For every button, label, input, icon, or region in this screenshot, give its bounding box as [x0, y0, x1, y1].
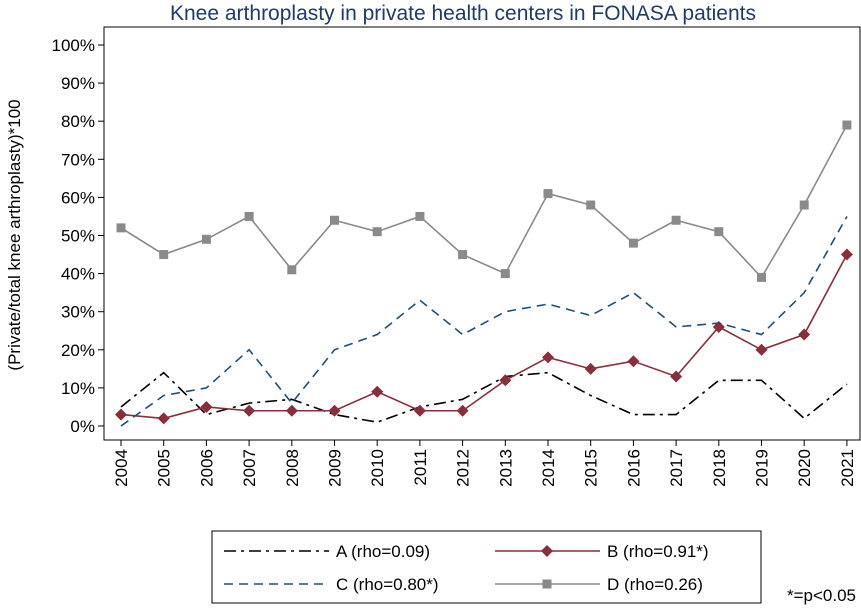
series-line-2 — [120, 254, 848, 420]
series-2-point — [371, 385, 384, 398]
legend: A (rho=0.09) B (rho=0.91*) C (rho=0.80*) D … — [211, 530, 762, 604]
legend-box — [211, 530, 762, 604]
y-axis-label: (Private/total knee arthroplasty)*100 — [5, 99, 24, 370]
x-tick-label: 2014 — [539, 449, 558, 487]
x-tick-label: 2010 — [368, 449, 387, 487]
series-4-point — [628, 238, 638, 248]
y-tick-label: 0% — [70, 417, 95, 436]
series-2-point — [456, 404, 469, 417]
series-2-point — [542, 351, 554, 364]
series-4-point — [757, 272, 766, 282]
series-4-point — [330, 215, 339, 225]
legend-label-4: D (rho=0.26) — [607, 575, 703, 594]
x-tick-label: 2005 — [155, 449, 174, 487]
y-tick-label: 30% — [61, 303, 95, 322]
series-4-point — [415, 211, 425, 221]
y-tick-label: 100% — [52, 36, 95, 55]
x-tick-label: 2018 — [710, 449, 729, 487]
plot-frame — [103, 26, 861, 441]
series-4-point — [671, 215, 681, 225]
series-2-point — [413, 404, 426, 417]
x-tick-label: 2008 — [283, 449, 302, 487]
y-tick-label: 80% — [61, 112, 95, 131]
y-tick-label: 10% — [61, 379, 95, 398]
y-tick-label: 90% — [61, 74, 95, 93]
series-4-point — [543, 189, 553, 199]
series-2-point — [243, 404, 256, 417]
series-2-point — [627, 355, 640, 368]
series-4-point — [116, 223, 126, 233]
chart-title: Knee arthroplasty in private health cent… — [170, 2, 756, 25]
legend-label-2: B (rho=0.91*) — [607, 542, 709, 561]
series-4-point — [287, 265, 297, 275]
x-tick-label: 2015 — [582, 449, 601, 487]
x-tick-label: 2004 — [112, 449, 131, 487]
y-tick-label: 20% — [61, 341, 95, 360]
series-2-point — [840, 248, 853, 261]
series-line-1 — [120, 371, 848, 424]
y-tick-label: 40% — [61, 265, 95, 284]
series-4-point — [201, 234, 211, 244]
x-tick-label: 2021 — [838, 449, 857, 487]
series-2-point — [798, 328, 811, 341]
legend-marker-2 — [541, 545, 553, 557]
x-tick-label: 2013 — [496, 449, 515, 487]
x-tick-label: 2017 — [667, 449, 686, 487]
series-group — [115, 120, 853, 427]
series-4-point — [586, 200, 596, 210]
y-tick-label: 60% — [61, 188, 95, 207]
x-tick-label: 2009 — [326, 449, 345, 487]
legend-label-3: C (rho=0.80*) — [336, 575, 439, 594]
series-line-3 — [120, 216, 848, 427]
x-tick-label: 2016 — [624, 449, 643, 487]
y-tick-label: 50% — [61, 227, 95, 246]
series-4-point — [159, 250, 169, 260]
series-2-point — [670, 370, 683, 383]
series-2-point — [328, 404, 341, 417]
x-tick-label: 2006 — [197, 449, 216, 487]
series-4-point — [799, 200, 809, 210]
series-4-point — [372, 227, 382, 237]
x-tick-label: 2020 — [795, 449, 814, 487]
series-2-point — [499, 374, 512, 387]
series-4-point — [458, 250, 468, 260]
axes: 0% 10% 20% 30% 40% 50% 60% 70% 80% 90% 100% 2004 200… — [52, 26, 861, 487]
series-2-point — [200, 400, 213, 413]
series-2-point — [755, 343, 768, 356]
series-2-point — [157, 412, 170, 425]
series-4-point — [714, 227, 724, 237]
legend-marker-4 — [542, 579, 552, 589]
series-line-4 — [120, 124, 848, 279]
significance-note: *=p<0.05 — [787, 586, 856, 605]
x-tick-label: 2019 — [753, 449, 772, 487]
series-4-point — [500, 269, 510, 279]
legend-label-1: A (rho=0.09) — [336, 542, 430, 561]
series-2-point — [115, 408, 127, 421]
x-tick-label: 2011 — [411, 449, 430, 486]
series-4-point — [244, 211, 254, 221]
y-tick-label: 70% — [61, 150, 95, 169]
x-tick-label: 2012 — [454, 449, 473, 487]
series-2-point — [285, 404, 298, 417]
x-tick-label: 2007 — [240, 449, 259, 487]
series-4-point — [842, 120, 852, 130]
series-2-point — [584, 362, 597, 375]
